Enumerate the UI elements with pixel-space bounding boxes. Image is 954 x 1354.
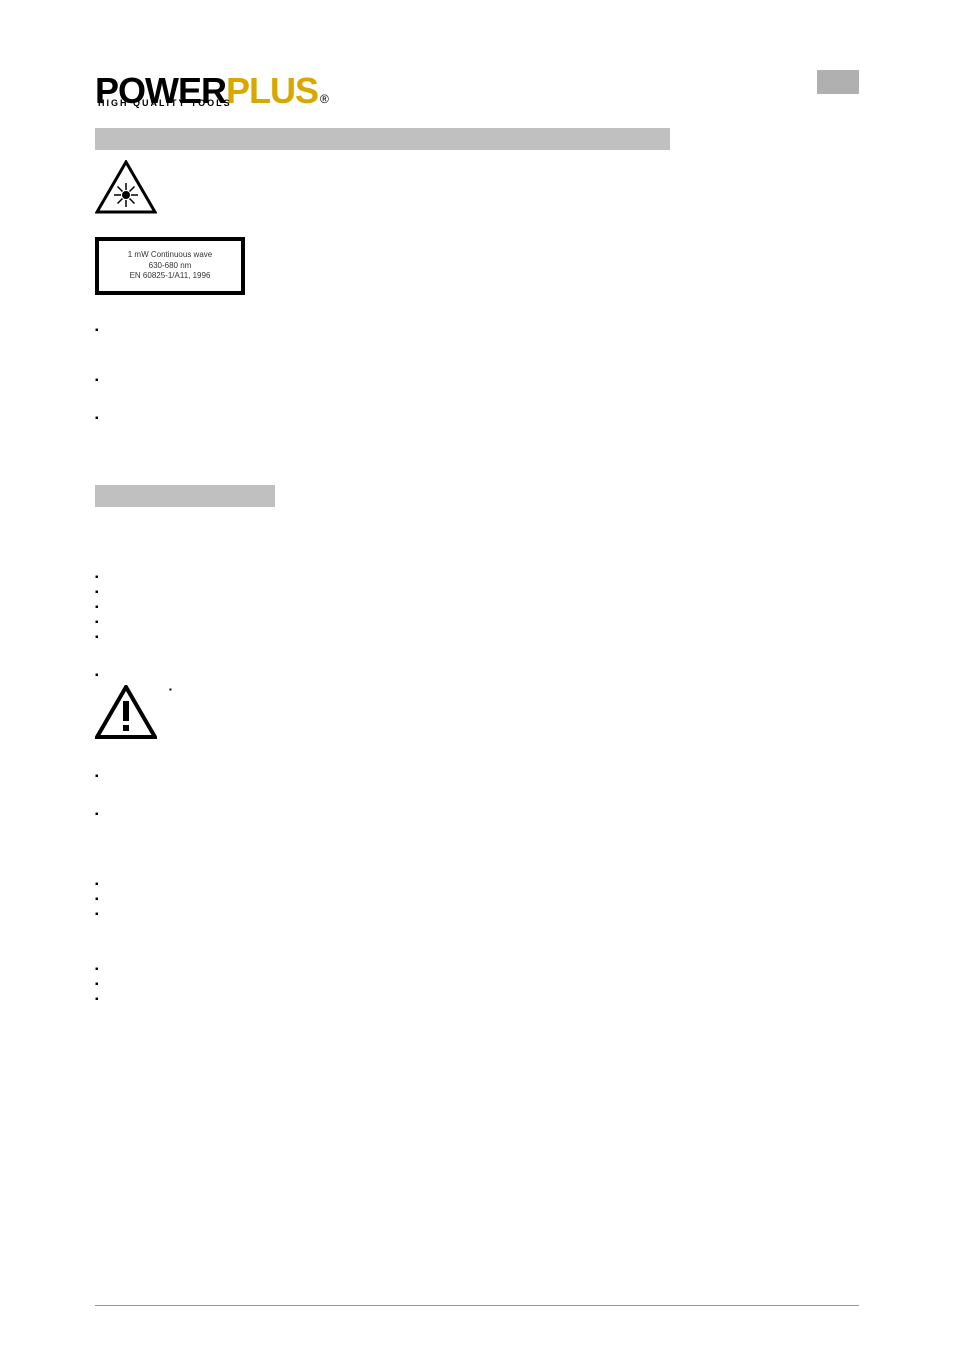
list-item — [95, 771, 859, 785]
list-item — [95, 909, 859, 923]
laser-spec-line-1: 1 mW Continuous wave — [128, 250, 212, 260]
list-item — [95, 979, 859, 993]
laser-spec-label: 1 mW Continuous wave 630-680 nm EN 60825… — [95, 237, 245, 295]
footer-divider — [95, 1305, 859, 1306]
laser-spec-line-3: EN 60825-1/A11, 1996 — [130, 271, 211, 281]
laser-warning-icon — [95, 160, 157, 214]
list-item — [95, 617, 859, 631]
list-item — [95, 809, 859, 823]
intro-text-region — [95, 517, 859, 572]
section-2-bullets-group-2 — [95, 771, 859, 823]
caution-note — [95, 685, 859, 739]
list-item — [95, 587, 859, 601]
list-item — [95, 964, 859, 978]
language-indicator — [817, 70, 859, 94]
section-heading-bar-2 — [95, 485, 275, 507]
brand-logo: POWERPLUS® HIGH QUALITY TOOLS — [95, 70, 329, 108]
list-item — [95, 632, 859, 646]
text-gap-region-2 — [95, 924, 859, 964]
header-row: POWERPLUS® HIGH QUALITY TOOLS — [95, 70, 859, 108]
nested-list-item — [169, 685, 181, 699]
list-item — [95, 375, 859, 389]
list-item — [95, 879, 859, 893]
section-2-bullets-group-3 — [95, 879, 859, 923]
language-box — [817, 70, 859, 94]
section-heading-bar-1 — [95, 128, 670, 150]
warning-icon — [95, 685, 157, 739]
section-1-bullets — [95, 325, 859, 427]
logo-subtitle: HIGH QUALITY TOOLS — [95, 98, 329, 108]
laser-spec-line-2: 630-680 nm — [149, 261, 192, 271]
list-item — [95, 894, 859, 908]
list-item — [95, 572, 859, 586]
list-item — [95, 413, 859, 427]
list-item — [95, 670, 859, 684]
spacer — [95, 759, 859, 771]
section-2-bullets-group-1 — [95, 572, 859, 684]
section-2-bullets-group-4 — [95, 964, 859, 1008]
list-item — [95, 602, 859, 616]
list-item — [95, 325, 859, 339]
list-item — [95, 994, 859, 1008]
text-gap-region — [95, 824, 859, 879]
